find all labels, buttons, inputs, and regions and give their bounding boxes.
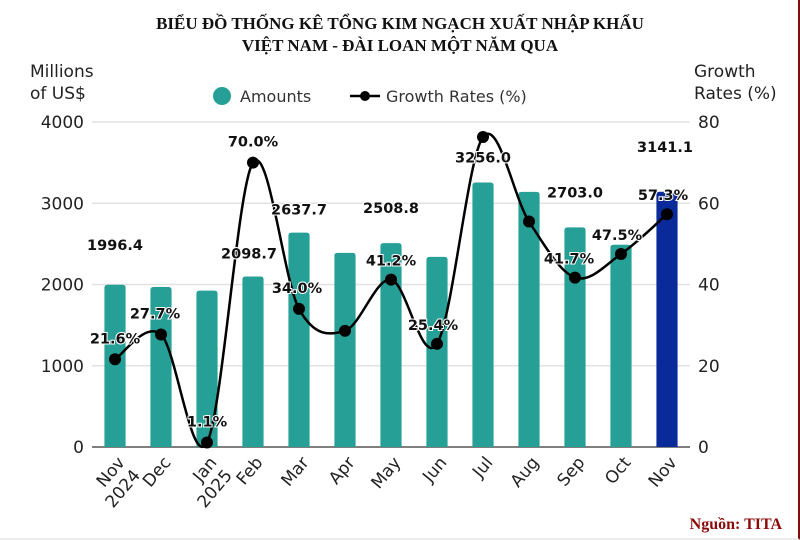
bar-value-label: 2703.0 [547, 185, 603, 201]
source-note: Nguồn: TITA [689, 516, 782, 533]
bar [288, 232, 310, 447]
growth-value-label: 1.1% [187, 415, 228, 431]
x-tick-label: Oct [601, 453, 635, 489]
x-tick-label-line: Jun [418, 453, 451, 487]
growth-point [247, 156, 259, 169]
growth-point [477, 131, 489, 144]
bar-value-label: 2508.8 [363, 201, 419, 217]
bar [150, 286, 172, 447]
right-axis-title-line-2: Rates (%) [694, 84, 777, 104]
x-tick-label: Nov [645, 453, 682, 491]
bar [472, 182, 494, 447]
bar [426, 256, 448, 447]
growth-point [293, 302, 305, 315]
legend-growth-marker [360, 91, 370, 101]
left-axis-title-line-1: Millions [30, 62, 94, 82]
x-tick-label: May [368, 453, 406, 493]
bar [242, 276, 264, 447]
bar [656, 191, 678, 447]
bar [518, 191, 540, 447]
growth-value-label: 57.3% [638, 188, 689, 204]
right-axis-title: Growth Rates (%) [694, 61, 777, 105]
x-tick-label-line: Apr [325, 453, 359, 488]
bar [610, 244, 632, 447]
left-tick-label: 3000 [41, 194, 84, 214]
growth-value-label: 41.2% [366, 254, 417, 270]
bar-value-label: 3256.0 [455, 150, 511, 166]
growth-point [661, 208, 673, 221]
x-tick-label: Feb [233, 453, 268, 489]
bar-value-label: 3141.1 [637, 140, 693, 156]
growth-value-label: 41.7% [544, 252, 595, 268]
right-tick-label: 60 [698, 194, 720, 214]
x-tick-label: Apr [325, 453, 359, 488]
x-tick-label: Mar [277, 453, 313, 490]
bar [380, 243, 402, 447]
x-tick-label-line: May [368, 453, 406, 493]
left-axis-title: Millions of US$ [30, 61, 94, 105]
left-tick-label: 4000 [41, 113, 84, 133]
x-tick-label-line: Dec [139, 453, 175, 491]
right-tick-label: 20 [698, 357, 720, 377]
x-tick-label-line: Nov [645, 453, 682, 491]
legend-growth-label: Growth Rates (%) [386, 87, 527, 106]
growth-point [201, 436, 213, 449]
bar [334, 252, 356, 447]
growth-point [569, 271, 581, 284]
right-axis-title-line-1: Growth [694, 62, 756, 82]
bar [104, 284, 126, 447]
x-tick-label: Sep [554, 453, 590, 490]
chart-title-line-2: VIỆT NAM - ĐÀI LOAN MỘT NĂM QUA [241, 36, 559, 55]
bar-value-label: 2098.7 [221, 246, 277, 262]
bar-value-label: 1996.4 [87, 238, 143, 254]
legend-amounts-marker [213, 87, 231, 105]
growth-point [615, 248, 627, 261]
growth-value-label: 25.4% [408, 318, 459, 334]
x-tick-label-line: Mar [277, 453, 313, 490]
left-tick-label: 1000 [41, 357, 84, 377]
bar [196, 290, 218, 447]
x-tick-label-line: Aug [507, 453, 544, 491]
growth-value-label: 47.5% [592, 228, 643, 244]
x-tick-label: Jul [468, 453, 497, 482]
growth-point [339, 324, 351, 337]
bar-value-label: 2637.7 [271, 203, 327, 219]
x-tick-label-line: Oct [601, 453, 635, 489]
x-tick-label-line: Jul [468, 453, 497, 482]
growth-point [385, 273, 397, 286]
growth-point [109, 353, 121, 366]
chart-title-line-1: BIỂU ĐỒ THỐNG KÊ TỔNG KIM NGẠCH XUẤT NHẬ… [156, 14, 644, 33]
x-tick-label-line: Feb [233, 453, 268, 489]
left-tick-label: 0 [73, 438, 84, 458]
growth-point [431, 337, 443, 350]
left-tick-label: 2000 [41, 276, 84, 296]
growth-point [523, 215, 535, 228]
legend-amounts-label: Amounts [240, 87, 311, 106]
growth-value-label: 34.0% [272, 281, 323, 297]
growth-value-label: 21.6% [90, 331, 141, 347]
growth-value-label: 27.7% [130, 306, 181, 322]
x-tick-label: Dec [139, 453, 175, 491]
bar [564, 227, 586, 447]
x-tick-label: Jun [418, 453, 451, 487]
growth-point [155, 328, 167, 341]
x-tick-label-line: Sep [554, 453, 590, 490]
growth-value-label: 70.0% [228, 135, 279, 151]
right-tick-label: 0 [698, 438, 709, 458]
left-axis-title-line-2: of US$ [30, 84, 86, 104]
right-tick-label: 40 [698, 276, 720, 296]
x-tick-label: Aug [507, 453, 544, 491]
right-tick-label: 80 [698, 113, 720, 133]
